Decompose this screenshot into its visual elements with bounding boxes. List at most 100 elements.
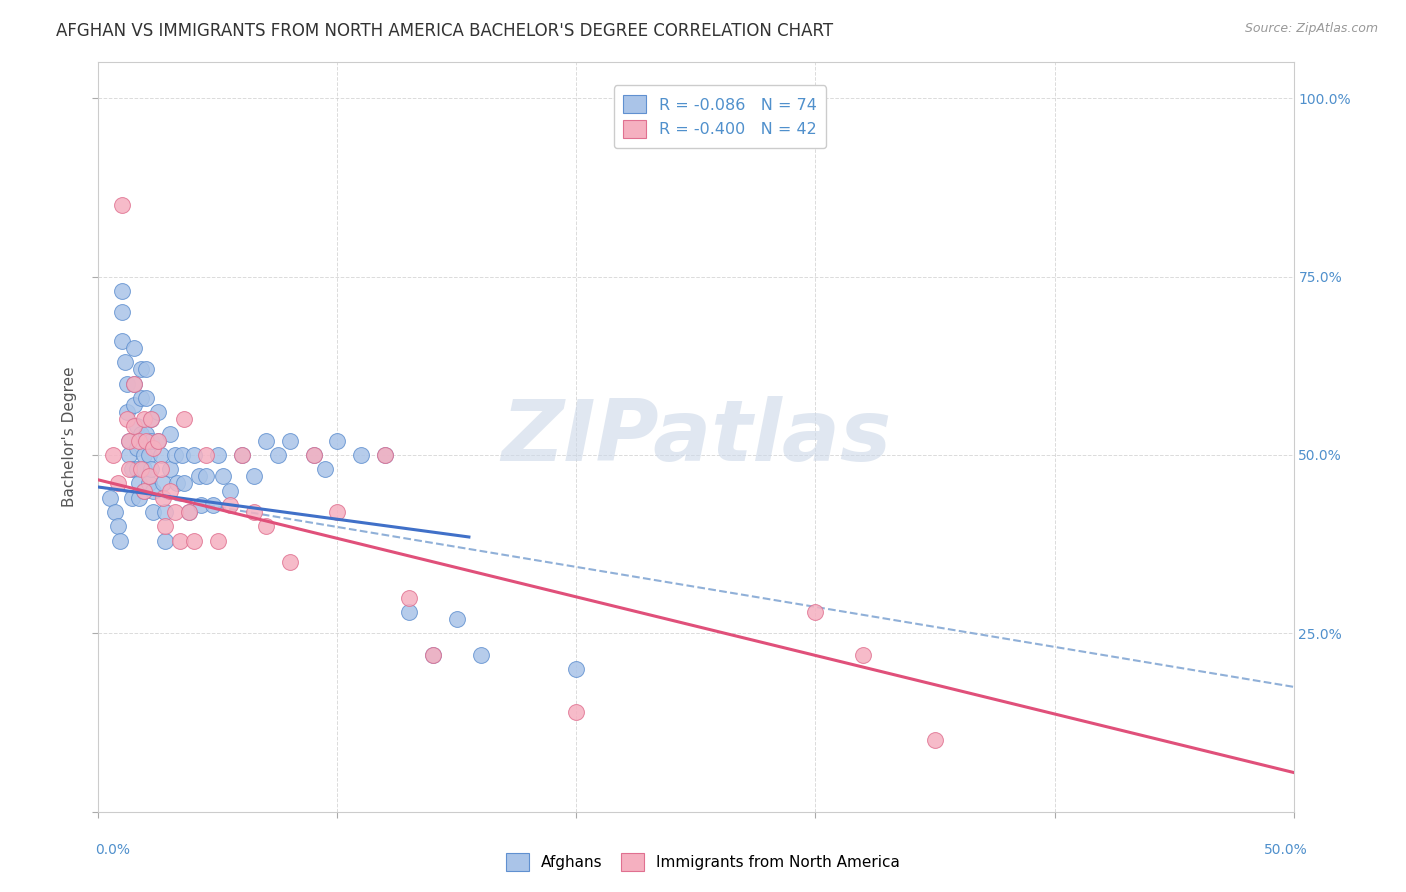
Point <box>219 498 242 512</box>
Point <box>142 505 165 519</box>
Point <box>107 476 129 491</box>
Point <box>131 391 153 405</box>
Point <box>104 505 127 519</box>
Point <box>135 391 157 405</box>
Legend: R = -0.086   N = 74, R = -0.400   N = 42: R = -0.086 N = 74, R = -0.400 N = 42 <box>614 86 825 148</box>
Point <box>231 448 253 462</box>
Point <box>166 476 188 491</box>
Point <box>139 434 162 448</box>
Point <box>128 434 150 448</box>
Point <box>470 648 492 662</box>
Point <box>152 491 174 505</box>
Point <box>115 405 138 419</box>
Point <box>924 733 946 747</box>
Point <box>155 533 177 548</box>
Point <box>111 198 134 212</box>
Point <box>125 419 148 434</box>
Point <box>148 405 170 419</box>
Point <box>132 483 155 498</box>
Point <box>179 505 201 519</box>
Point <box>131 462 153 476</box>
Legend: Afghans, Immigrants from North America: Afghans, Immigrants from North America <box>501 847 905 877</box>
Point <box>267 448 290 462</box>
Point <box>135 426 157 441</box>
Point <box>207 533 229 548</box>
Point <box>190 498 212 512</box>
Point <box>107 519 129 533</box>
Point <box>118 434 141 448</box>
Point <box>173 476 195 491</box>
Point <box>278 434 301 448</box>
Point <box>128 476 150 491</box>
Point <box>139 462 162 476</box>
Point <box>131 426 153 441</box>
Point <box>132 462 155 476</box>
Point <box>118 462 141 476</box>
Point <box>374 448 396 462</box>
Point <box>183 533 205 548</box>
Point <box>108 533 131 548</box>
Point <box>124 376 146 391</box>
Point <box>121 491 143 505</box>
Point <box>125 441 148 455</box>
Point <box>243 469 266 483</box>
Point <box>187 469 209 483</box>
Point <box>159 426 181 441</box>
Point <box>125 462 148 476</box>
Point <box>118 448 141 462</box>
Point <box>804 605 827 619</box>
Point <box>135 434 157 448</box>
Point <box>124 419 146 434</box>
Point <box>278 555 301 569</box>
Text: 0.0%: 0.0% <box>96 843 131 857</box>
Point <box>183 448 205 462</box>
Point <box>374 448 396 462</box>
Point <box>211 469 233 483</box>
Point <box>124 341 146 355</box>
Point <box>254 519 277 533</box>
Point <box>852 648 875 662</box>
Point <box>111 305 134 319</box>
Point <box>195 469 218 483</box>
Point <box>565 705 588 719</box>
Point <box>155 505 177 519</box>
Point <box>111 284 134 298</box>
Point <box>207 448 229 462</box>
Point <box>243 505 266 519</box>
Point <box>398 591 420 605</box>
Point <box>422 648 444 662</box>
Y-axis label: Bachelor's Degree: Bachelor's Degree <box>62 367 77 508</box>
Point <box>172 448 194 462</box>
Point <box>148 434 170 448</box>
Point <box>118 434 141 448</box>
Point <box>179 505 201 519</box>
Point <box>326 434 349 448</box>
Point <box>149 462 172 476</box>
Point <box>128 491 150 505</box>
Point <box>446 612 468 626</box>
Point <box>138 469 160 483</box>
Point <box>121 462 143 476</box>
Point <box>302 448 325 462</box>
Point <box>202 498 225 512</box>
Point <box>142 483 165 498</box>
Point <box>173 412 195 426</box>
Point <box>132 412 155 426</box>
Point <box>149 448 172 462</box>
Point <box>152 476 174 491</box>
Point <box>138 448 160 462</box>
Point <box>131 362 153 376</box>
Point <box>135 362 157 376</box>
Point <box>114 355 136 369</box>
Point <box>350 448 373 462</box>
Point <box>132 483 155 498</box>
Point <box>254 434 277 448</box>
Point <box>132 448 155 462</box>
Text: Source: ZipAtlas.com: Source: ZipAtlas.com <box>1244 22 1378 36</box>
Point <box>138 476 160 491</box>
Point <box>101 448 124 462</box>
Point <box>139 412 162 426</box>
Point <box>302 448 325 462</box>
Point <box>565 662 588 676</box>
Point <box>98 491 122 505</box>
